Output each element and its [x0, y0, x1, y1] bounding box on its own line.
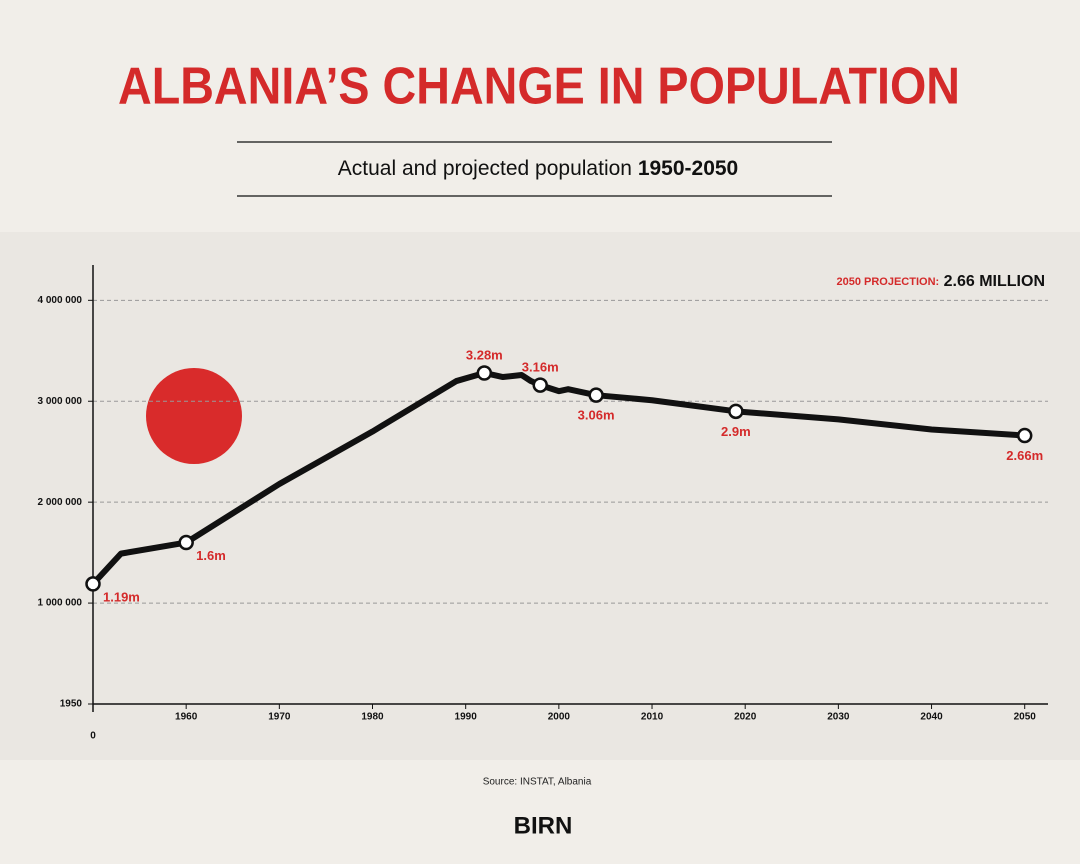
y-tick-label: 2 000 000 — [38, 497, 83, 508]
chart-title: ALBANIA’S CHANGE IN POPULATION — [118, 58, 960, 116]
data-label: 3.16m — [522, 360, 559, 375]
y-tick-label: 1950 — [60, 699, 83, 710]
y-tick-label: 1 000 000 — [38, 598, 83, 609]
y-tick-label: 3 000 000 — [38, 396, 83, 407]
logo: BIRN — [514, 812, 573, 839]
x-tick-label: 1960 — [175, 712, 198, 723]
x-tick-label: 2050 — [1014, 712, 1037, 723]
data-point — [532, 377, 548, 393]
data-label: 2.66m — [1006, 448, 1043, 463]
decorative-circle — [146, 368, 242, 464]
data-point — [85, 576, 101, 592]
subtitle: Actual and projected population 1950-205… — [338, 157, 739, 180]
x-tick-label: 2020 — [734, 712, 757, 723]
data-label: 1.19m — [103, 589, 140, 604]
x-tick-label: 2040 — [920, 712, 943, 723]
annotation-label: 2050 PROJECTION: — [836, 276, 939, 288]
annotation-value: 2.66 MILLION — [944, 273, 1045, 290]
x-tick-label: 1980 — [361, 712, 384, 723]
y-tick-label: 4 000 000 — [38, 295, 83, 306]
x-tick-label: 2030 — [827, 712, 850, 723]
data-label: 3.28m — [466, 347, 503, 362]
data-label: 1.6m — [196, 548, 226, 563]
annotation: 2050 PROJECTION: 2.66 MILLION — [836, 273, 1045, 290]
data-point — [728, 403, 744, 420]
data-point — [476, 365, 493, 381]
x-tick-label: 0 — [90, 731, 96, 742]
data-point — [178, 534, 194, 551]
x-tick-label: 1990 — [455, 712, 478, 723]
x-tick-label: 2010 — [641, 712, 664, 723]
x-tick-label: 2000 — [548, 712, 571, 723]
chart-band — [0, 232, 1080, 760]
data-point — [1016, 427, 1033, 444]
data-point — [588, 387, 604, 403]
data-label: 3.06m — [578, 408, 615, 423]
source: Source: INSTAT, Albania — [483, 777, 592, 788]
subtitle-text: Actual and projected population — [338, 157, 632, 180]
subtitle-bold: 1950-2050 — [638, 157, 738, 180]
data-label: 2.9m — [721, 424, 751, 439]
x-tick-label: 1970 — [268, 712, 291, 723]
